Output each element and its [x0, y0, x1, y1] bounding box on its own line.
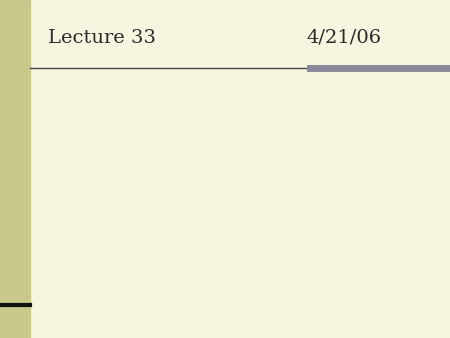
Bar — [0, 0, 30, 338]
Text: Lecture 33: Lecture 33 — [48, 29, 156, 47]
Text: 4/21/06: 4/21/06 — [306, 29, 381, 47]
